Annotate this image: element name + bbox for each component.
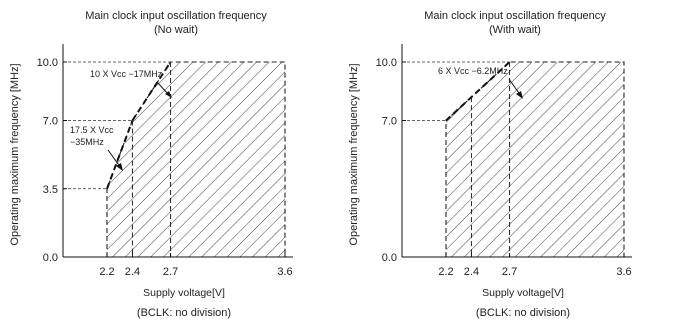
x-axis-label: Supply voltage[V]: [482, 287, 564, 299]
chart-no-wait: 0.0 3.5 7.0 10.0 2.2 2.4 2.7 3.6 Main clock inpu…: [9, 10, 293, 319]
x-axis-label: Supply voltage[V]: [143, 287, 225, 299]
y-tick-label: 0.0: [382, 252, 397, 264]
slope-annotation: 10 X Vcc −17MHz: [90, 69, 163, 79]
frequency-slope-line: [106, 120, 134, 190]
slope-annotation: 6 X Vcc −6.2MHz: [438, 66, 508, 76]
x-tick-label: 2.7: [502, 266, 517, 278]
frequency-slope-line: [131, 61, 172, 122]
y-tick-label: 7.0: [43, 116, 58, 128]
y-tick-label: 3.5: [43, 184, 58, 196]
y-tick-label: 10.0: [376, 57, 397, 69]
arrow-head: [116, 163, 123, 171]
x-tick-label: 2.4: [464, 266, 479, 278]
chart-subtitle: (With wait): [489, 24, 541, 36]
y-axis-label: Operating maximum frequency [MHz]: [9, 63, 21, 245]
x-tick-label: 2.2: [99, 266, 114, 278]
x-axis-note: (BCLK: no division): [137, 307, 231, 319]
arrow-head: [516, 91, 523, 99]
chart-svg: 0.0 3.5 7.0 10.0 2.2 2.4 2.7 3.6 Main clock inpu…: [9, 10, 293, 319]
y-axis-label: Operating maximum frequency [MHz]: [348, 63, 360, 245]
slope-annotation: 17.5 X Vcc: [70, 125, 114, 135]
x-tick-label: 3.6: [616, 266, 631, 278]
y-tick-label: 0.0: [43, 252, 58, 264]
chart-svg: 0.0 7.0 10.0 2.2 2.4 2.7 3.6 Main clock input o…: [348, 10, 632, 319]
y-tick-label: 10.0: [37, 57, 58, 69]
x-tick-label: 2.2: [438, 266, 453, 278]
chart-subtitle: (No wait): [154, 24, 198, 36]
frequency-slope-line: [445, 61, 511, 122]
x-tick-label: 2.4: [125, 266, 140, 278]
boundary-line: [445, 61, 625, 257]
arrow-head: [165, 91, 172, 98]
operating-region: [446, 62, 624, 257]
chart-title: Main clock input oscillation frequency: [424, 10, 606, 22]
operating-region: [107, 62, 285, 257]
chart-with-wait: 0.0 7.0 10.0 2.2 2.4 2.7 3.6 Main clock input o…: [339, 0, 678, 322]
chart-title: Main clock input oscillation frequency: [85, 10, 267, 22]
x-axis-note: (BCLK: no division): [476, 307, 570, 319]
y-tick-label: 7.0: [382, 116, 397, 128]
slope-annotation: −35MHz: [70, 137, 104, 147]
x-tick-label: 3.6: [277, 266, 292, 278]
x-tick-label: 2.7: [163, 266, 178, 278]
